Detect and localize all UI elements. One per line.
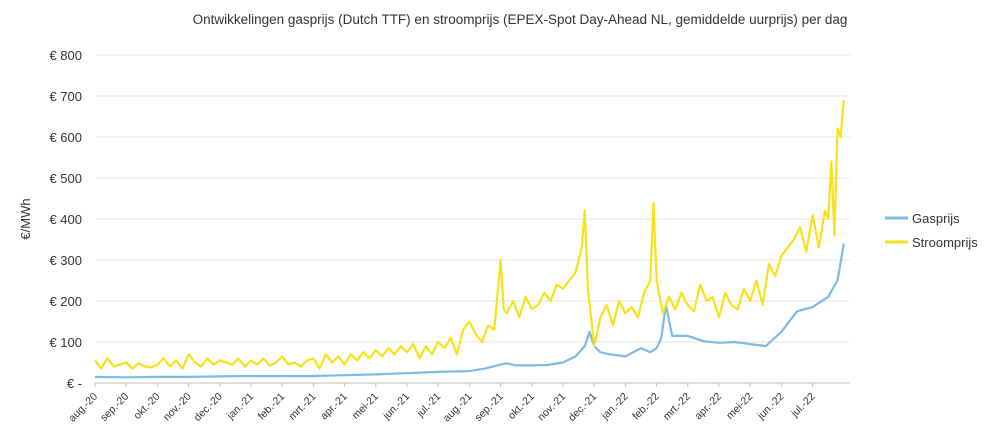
- x-tick-label: sep.-21: [472, 391, 505, 424]
- x-tick-label: okt.-21: [506, 391, 537, 422]
- x-tick-label: nov.-20: [161, 391, 194, 424]
- x-tick-label: feb.-21: [256, 391, 288, 423]
- x-tick-label: feb.-22: [630, 391, 662, 423]
- x-tick-label: nov.-21: [535, 391, 568, 424]
- x-tick-label: aug.-21: [441, 391, 475, 425]
- x-tick-label: aug.-20: [66, 391, 100, 425]
- x-tick-label: dec.-20: [192, 391, 225, 424]
- x-tick-label: dec.-21: [566, 391, 599, 424]
- y-tick-label: € 100: [49, 335, 82, 350]
- x-tick-label: jun.-21: [380, 391, 412, 423]
- y-tick-label: € 800: [49, 48, 82, 63]
- x-tick-label: jan.-22: [599, 391, 631, 423]
- series-line-gasprijs: [94, 243, 845, 379]
- y-axis-label: €/MWh: [18, 198, 33, 239]
- y-tick-label: € 200: [49, 294, 82, 309]
- x-tick-label: okt.-20: [131, 391, 162, 422]
- legend-label: Gasprijs: [912, 211, 960, 226]
- x-tick-label: jun.-22: [755, 391, 787, 423]
- y-tick-label: € 600: [49, 130, 82, 145]
- x-tick-label: mrt.-22: [661, 391, 693, 423]
- x-tick-label: apr.-21: [318, 391, 350, 423]
- y-tick-label: € 300: [49, 253, 82, 268]
- y-tick-label: € 400: [49, 212, 82, 227]
- x-tick-label: sep.-20: [98, 391, 131, 424]
- x-tick-label: jul.-21: [414, 391, 444, 421]
- x-tick-label: mrt.-21: [287, 391, 319, 423]
- y-tick-label: € 500: [49, 171, 82, 186]
- series-line-stroomprijs: [94, 100, 845, 370]
- y-tick-label: € -: [67, 376, 82, 391]
- y-tick-label: € 700: [49, 89, 82, 104]
- x-tick-label: mei-22: [724, 391, 755, 422]
- x-tick-label: mei-21: [350, 391, 381, 422]
- x-tick-label: apr.-22: [692, 391, 724, 423]
- legend-label: Stroomprijs: [912, 235, 978, 250]
- x-tick-label: jul.-22: [788, 391, 818, 421]
- chart-title: Ontwikkelingen gasprijs (Dutch TTF) en s…: [192, 12, 848, 27]
- x-tick-label: jan.-21: [224, 391, 256, 423]
